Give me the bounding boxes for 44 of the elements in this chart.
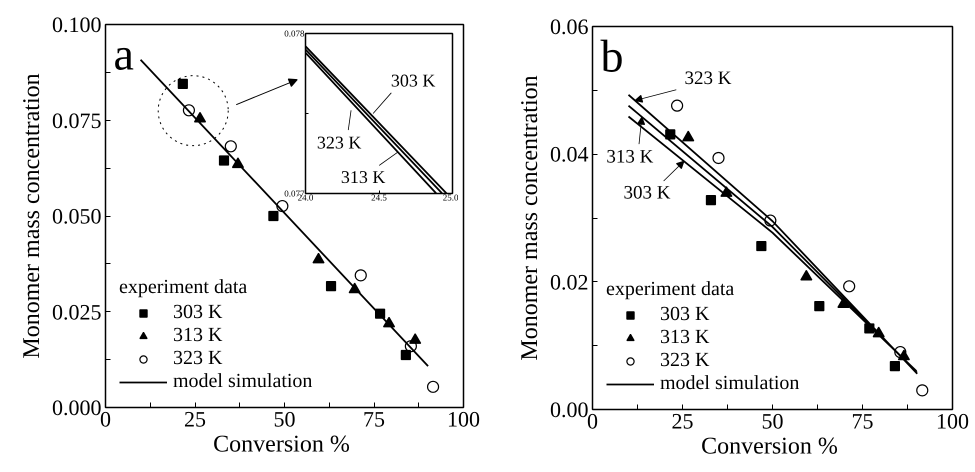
legend-label: 303 K [173,301,222,324]
annotation: 303 K [390,70,436,90]
annotation: 303 K [623,182,671,204]
y-tick-label: 0.075 [52,108,102,133]
annotation: 313 K [340,166,386,187]
x-axis-title: Conversion % [701,434,838,460]
annotation: 323 K [316,132,362,152]
legend-label: 323 K [173,347,222,370]
legend-label: model simulation [660,372,800,395]
x-tick-label: 24.5 [371,192,388,202]
annotation: 323 K [684,68,732,90]
y-axis-title: Monomer mass concentration [517,75,543,361]
x-tick-label: 50 [762,408,784,434]
x-tick-label: 100 [447,406,480,432]
legend-label: 313 K [173,324,222,347]
y-tick-label: 0.06 [550,14,588,39]
x-tick-label: 25.0 [442,192,459,202]
chart-title: a [114,28,134,80]
x-tick-label: 50 [274,406,296,432]
legend-title: experiment data [606,278,736,301]
y-tick-label: 0.02 [550,269,588,294]
legend-label: 303 K [660,303,710,326]
x-tick-label: 75 [363,406,385,432]
y-tick-label: 0.100 [52,12,102,37]
y-tick-label: 0.078 [284,28,305,38]
y-tick-label: 0.050 [52,204,102,228]
legend-label: model simulation [173,370,312,393]
x-tick-label: 0 [100,406,111,432]
x-axis-title: Conversion % [213,432,350,458]
x-tick-label: 100 [936,408,969,434]
y-tick-label: 0.025 [52,299,102,324]
chart-title: b [600,30,624,82]
legend-label: 313 K [660,326,710,349]
x-tick-label: 75 [852,408,874,434]
x-tick-label: 25 [184,406,206,432]
legend-label: 323 K [660,349,710,372]
y-axis-title: Monomer mass concentration [19,73,45,359]
x-tick-label: 0 [587,408,598,434]
legend-title: experiment data [119,276,248,299]
y-tick-label: 0.04 [550,142,588,167]
annotation: 313 K [606,146,654,168]
y-tick-label: 0.00 [550,397,588,422]
y-tick-label: 0.000 [52,395,102,420]
x-tick-label: 25 [672,408,694,434]
